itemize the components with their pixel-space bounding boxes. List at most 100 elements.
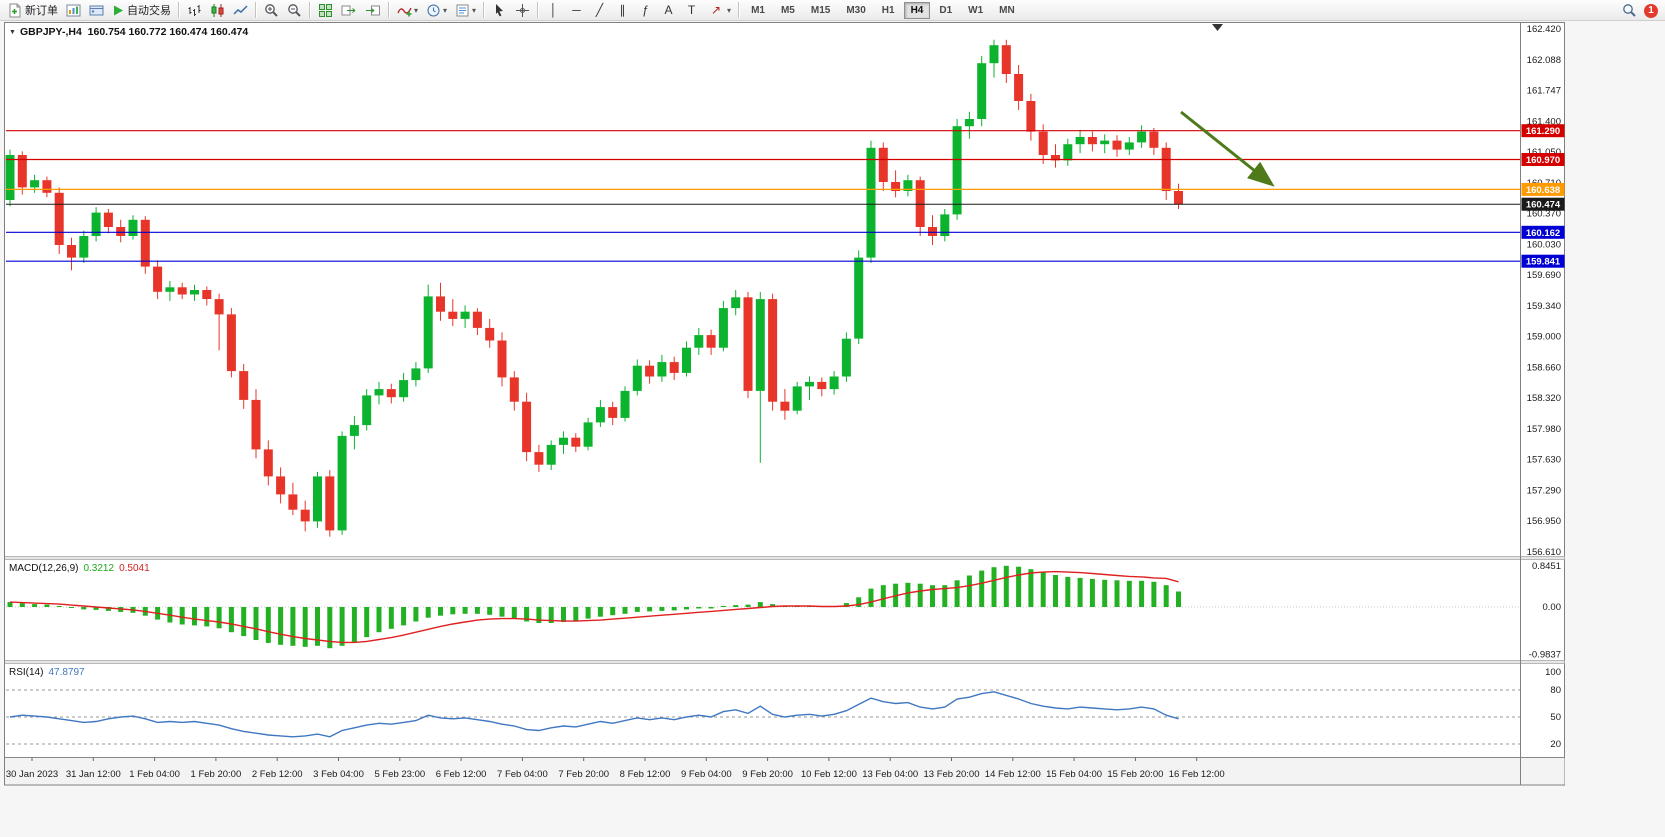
crosshair-icon	[516, 3, 530, 17]
toolbar-separator	[738, 2, 741, 18]
line-chart-button[interactable]	[230, 1, 251, 20]
trendline-tool[interactable]: ╱	[589, 1, 610, 20]
timeframe-mn[interactable]: MN	[992, 2, 1022, 19]
hline-159.841[interactable]: 159.841	[6, 254, 1565, 268]
zoom-out-button[interactable]	[284, 1, 305, 20]
timeframe-m1[interactable]: M1	[744, 2, 772, 19]
trend-arrow[interactable]	[1180, 110, 1275, 187]
axis-label: 160.370	[1527, 209, 1561, 220]
periods-button[interactable]: ▾	[423, 1, 450, 20]
price-tag: 159.841	[1526, 257, 1561, 268]
toolbar-separator	[255, 2, 257, 18]
bar-chart-button[interactable]	[184, 1, 205, 20]
axis-label: 0.8451	[1532, 561, 1561, 572]
chart-title: ▼ GBPJPY-,H4 160.754 160.772 160.474 160.…	[9, 26, 248, 38]
horizontal-line-tool[interactable]: ─	[566, 1, 587, 20]
label-tool[interactable]: T	[681, 1, 702, 20]
new-chart-button[interactable]	[63, 1, 84, 20]
axis-label: 5 Feb 23:00	[374, 769, 425, 780]
toolbar-separator	[309, 2, 311, 18]
axis-label: 161.747	[1527, 86, 1561, 97]
auto-scroll-icon	[341, 5, 356, 15]
profiles-button[interactable]	[86, 1, 107, 20]
autotrading-label: 自动交易	[127, 5, 171, 17]
search-icon[interactable]	[1622, 3, 1637, 18]
candles	[5, 39, 1183, 537]
macd-histogram	[7, 565, 1181, 649]
symbol-dropdown-icon[interactable]: ▼	[9, 29, 16, 36]
clock-icon	[427, 4, 440, 16]
notification-badge[interactable]: 1	[1644, 3, 1658, 18]
symbol-label: GBPJPY-,H4	[19, 26, 82, 38]
hline-160.970[interactable]: 160.970	[6, 153, 1565, 166]
price-tag: 160.162	[1526, 228, 1560, 239]
axis-label: 7 Feb 20:00	[558, 769, 609, 780]
axis-label: 157.980	[1527, 424, 1561, 435]
candlestick-chart-button[interactable]	[207, 1, 228, 20]
toolbar: 新订单 自动交易	[0, 0, 1665, 21]
timeframe-w1[interactable]: W1	[961, 2, 990, 19]
toolbar-separator	[388, 2, 390, 18]
timeframe-d1[interactable]: D1	[932, 2, 959, 19]
vertical-line-tool[interactable]: │	[543, 1, 564, 20]
macd-signal-value: 0.5041	[119, 563, 150, 574]
template-icon	[456, 4, 469, 16]
axis-label: 156.950	[1527, 516, 1561, 527]
panel-splitter[interactable]	[5, 660, 1565, 664]
candlestick-chart-icon	[211, 3, 224, 17]
auto-scroll-button[interactable]	[338, 1, 360, 20]
axis-label: 15 Feb 20:00	[1107, 769, 1163, 780]
axis-label: 161.050	[1527, 147, 1561, 158]
axis-label: 9 Feb 20:00	[742, 769, 793, 780]
hline-161.290[interactable]: 161.290	[6, 124, 1565, 138]
axis-label: 156.610	[1527, 547, 1561, 558]
timeframe-m5[interactable]: M5	[774, 2, 802, 19]
price-tag: 160.474	[1526, 200, 1561, 211]
timeframe-h1[interactable]: H1	[875, 2, 902, 19]
autotrading-button[interactable]: 自动交易	[109, 1, 174, 20]
axis-label: 3 Feb 04:00	[313, 769, 364, 780]
rsi-name: RSI(14)	[9, 667, 44, 678]
templates-button[interactable]: ▾	[452, 1, 479, 20]
panel-splitter[interactable]	[5, 556, 1565, 560]
axis-label: 159.340	[1527, 301, 1561, 312]
axis-label: 50	[1550, 712, 1561, 723]
cursor-button[interactable]	[489, 1, 510, 20]
shift-marker-icon[interactable]	[1212, 24, 1223, 31]
chart-shift-button[interactable]	[362, 1, 384, 20]
tile-windows-button[interactable]	[315, 1, 336, 20]
timeframe-m15[interactable]: M15	[804, 2, 837, 19]
text-tool[interactable]: A	[658, 1, 679, 20]
fibonacci-tool[interactable]: ƒ	[635, 1, 656, 20]
time-labels: 30 Jan 2023 31 Jan 12:00 1 Feb 04:00 1 Feb …	[6, 757, 1225, 780]
new-order-icon	[9, 3, 21, 17]
timeframe-m30[interactable]: M30	[839, 2, 872, 19]
new-order-button[interactable]: 新订单	[4, 1, 61, 20]
tile-windows-icon	[319, 3, 332, 17]
zoom-in-button[interactable]	[261, 1, 282, 20]
axis-label: 2 Feb 12:00	[252, 769, 303, 780]
axis-label: 158.320	[1527, 393, 1561, 404]
indicators-button[interactable]: ▾	[394, 1, 421, 20]
axis-label: 159.000	[1527, 332, 1561, 343]
axis-label: 160.030	[1527, 239, 1561, 250]
bar-chart-icon	[188, 4, 201, 16]
axis-label: -0.9837	[1529, 650, 1561, 661]
rsi-line	[9, 691, 1179, 738]
hline-160.474[interactable]: 160.474	[6, 197, 1565, 211]
axis-label: 7 Feb 04:00	[497, 769, 548, 780]
axis-label: 30 Jan 2023	[6, 769, 58, 780]
axis-label: 6 Feb 12:00	[436, 769, 487, 780]
macd-main-value: 0.3212	[83, 563, 115, 574]
crosshair-button[interactable]	[512, 1, 533, 20]
time-axis	[5, 757, 1565, 785]
timeframe-h4[interactable]: H4	[903, 1, 931, 19]
arrows-tool[interactable]: ↗ ▾	[704, 1, 734, 20]
axis-label: 14 Feb 12:00	[985, 769, 1041, 780]
hline-160.638[interactable]: 160.638	[6, 182, 1565, 196]
axis-label: 80	[1550, 685, 1561, 696]
channel-tool[interactable]: ∥	[612, 1, 633, 20]
hline-160.162[interactable]: 160.162	[6, 225, 1565, 239]
toolbar-separator	[537, 2, 540, 18]
